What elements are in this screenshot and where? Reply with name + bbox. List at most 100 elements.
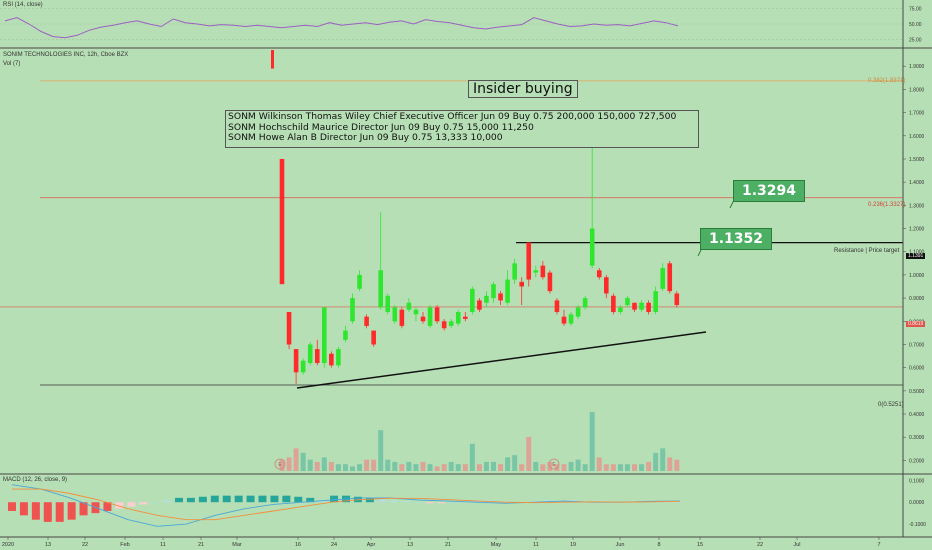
price-tick-label: 0.3000 (909, 435, 925, 441)
candle-body (293, 349, 299, 373)
x-tick-label: 8 (657, 542, 660, 548)
macd-hist-bar (55, 502, 64, 522)
volume-bar (561, 464, 567, 471)
event-marker-label: E (552, 462, 556, 468)
volume-bar (448, 461, 454, 471)
macd-hist-bar (234, 495, 243, 503)
price-tick-label: 1.7000 (909, 111, 925, 117)
macd-hist-bar (210, 495, 219, 503)
macd-hist-bar (198, 496, 207, 503)
macd-hist-bar (43, 502, 52, 522)
macd-hist-bar (79, 502, 88, 516)
macd-hist-bar (8, 502, 16, 511)
macd-line (11, 484, 681, 527)
volume-bar (603, 464, 609, 471)
candle-body (392, 307, 398, 322)
x-tick-label: 16 (295, 542, 301, 548)
volume-bar (660, 448, 666, 471)
volume-bar (335, 464, 341, 471)
volume-bar (568, 461, 574, 471)
grid-lines (0, 8, 903, 40)
fib-0-label: 0(0.5251) (878, 402, 904, 408)
price-tick-label: 1.9000 (909, 64, 925, 70)
volume-bar (476, 464, 482, 471)
candle-body (385, 295, 391, 313)
volume-bar (350, 466, 355, 471)
x-tick-label: Jun (616, 542, 625, 548)
price-tick-label: 0.6000 (909, 366, 925, 372)
price-tick-label: 1.6000 (909, 134, 925, 140)
macd-hist-bar (377, 498, 386, 503)
candle-body (639, 302, 644, 310)
price-tick-label: 1.8000 (909, 87, 925, 93)
volume-bar (483, 461, 489, 471)
volume-bar (624, 464, 630, 471)
x-tick-label: 7 (877, 542, 880, 548)
candle-body (491, 284, 496, 299)
candle-body (286, 312, 292, 345)
candle-body (632, 302, 637, 310)
price-badge-upper[interactable]: 1.3294 (733, 180, 806, 202)
candle-body (434, 307, 440, 322)
price-badge-lower[interactable]: 1.1352 (700, 228, 773, 250)
volume-bar (610, 464, 616, 471)
volume-bar (406, 461, 412, 471)
volume-bar (321, 457, 327, 471)
volume-bar (371, 459, 377, 471)
candle-body (271, 50, 274, 69)
candle-body (540, 265, 546, 278)
rsi-line (4, 17, 679, 39)
event-marker-label: E (278, 462, 282, 468)
candle-body (561, 316, 567, 324)
candle-body (554, 300, 560, 313)
price-tick-label: 0.5000 (909, 389, 925, 395)
candle-body (582, 298, 588, 308)
volume-bar (582, 464, 588, 471)
macd-hist-bar (222, 495, 231, 503)
candle-body (674, 293, 680, 306)
fib-382-label: 0.382(1.8371) (868, 78, 906, 84)
volume-title: Vol (7) (3, 61, 21, 67)
candle-body (314, 349, 320, 364)
macd-hist-bar (246, 495, 255, 503)
candle-body (329, 353, 334, 366)
x-tick-label: 2020 (2, 542, 14, 548)
fib-236-label: 0.236(1.3327) (868, 202, 906, 208)
candle-body (484, 295, 489, 303)
x-tick-label: Mar (232, 542, 242, 548)
insider-table[interactable]: SONM Wilkinson Thomas Wiley Chief Execut… (225, 110, 699, 148)
volume-bar (519, 464, 525, 471)
volume-bar (469, 443, 475, 471)
candle-body (420, 316, 426, 322)
price-tick-label: 1.2000 (909, 227, 925, 233)
candle-body (357, 274, 362, 289)
volume-bar (385, 459, 391, 471)
candle-body (667, 263, 673, 292)
volume-bar (617, 464, 623, 471)
macd-hist-bar (103, 502, 112, 511)
candle-body (604, 277, 609, 294)
resistance-label: Resistance | Price target (834, 248, 900, 254)
volume-bar (420, 461, 426, 471)
volume-bar (434, 466, 440, 471)
candle-body (455, 312, 461, 324)
candle-body (568, 314, 574, 324)
volume-bar (300, 452, 306, 471)
candle-body (575, 307, 581, 317)
support-trendline (296, 331, 707, 389)
macd-hist-bar (401, 501, 410, 503)
macd-title: MACD (12, 26, close, 9) (3, 477, 68, 483)
volume-bar (427, 464, 433, 471)
insider-buying-title[interactable]: Insider buying (468, 80, 578, 98)
volume-bar (540, 464, 546, 471)
price-tick-label: 0.9000 (909, 296, 925, 302)
price-tick-label: 1.0000 (909, 273, 925, 279)
x-tick-label: 21 (445, 542, 451, 548)
volume-bar (328, 461, 334, 471)
insider-line-2: SONM Hochschild Maurice Director Jun 09 … (228, 121, 534, 133)
candle-body (526, 242, 532, 280)
price-tick-label: 1.1000 (909, 250, 925, 256)
volume-bar (455, 464, 461, 471)
